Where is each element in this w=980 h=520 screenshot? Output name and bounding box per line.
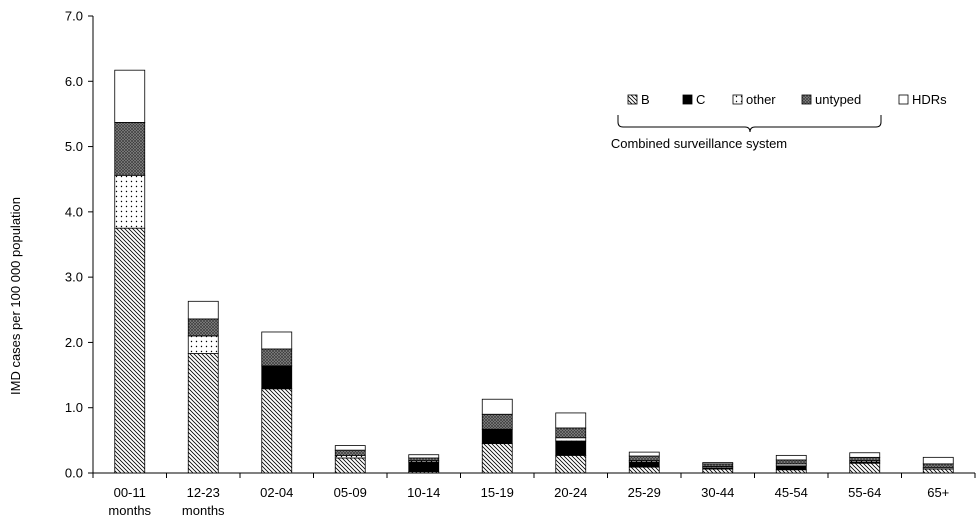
x-tick-label: 00-11 <box>114 485 146 500</box>
legend-label-untyped: untyped <box>815 92 861 107</box>
y-tick-label: 4.0 <box>65 204 83 219</box>
bars-group <box>114 69 954 474</box>
bar-segment-other <box>555 437 587 442</box>
y-tick-label: 0.0 <box>65 466 83 481</box>
x-tick-label: months <box>108 503 151 518</box>
legend-label-hdrs: HDRs <box>912 92 947 107</box>
x-tick-label: 02-04 <box>260 485 293 500</box>
y-tick-label: 2.0 <box>65 335 83 350</box>
x-tick-label: months <box>182 503 225 518</box>
y-axis-label: IMD cases per 100 000 population <box>8 197 23 395</box>
bar-segment-b <box>628 466 660 474</box>
bar-segment-untyped <box>481 413 513 430</box>
bar-segment-untyped <box>922 463 954 469</box>
legend-label-b: B <box>641 92 650 107</box>
x-tick-label: 65+ <box>927 485 949 500</box>
bar-segment-untyped <box>775 459 807 465</box>
bar-segment-hdrs <box>408 454 440 459</box>
bar-segment-other <box>187 335 219 354</box>
x-tick-label: 55-64 <box>848 485 881 500</box>
bar-segment-b <box>922 468 954 474</box>
bar-segment-untyped <box>334 449 366 456</box>
bar-segment-hdrs <box>187 300 219 320</box>
legend-swatch-c <box>682 94 693 105</box>
bar-segment-hdrs <box>922 456 954 465</box>
y-axis-ticks: 0.0 1.0 2.0 3.0 4.0 5.0 6.0 7.0 <box>65 9 93 481</box>
bar-segment-untyped <box>628 455 660 461</box>
x-tick-label: 15-19 <box>481 485 514 500</box>
x-tick-label: 30-44 <box>701 485 734 500</box>
bar-segment-b <box>334 457 366 474</box>
y-tick-label: 5.0 <box>65 139 83 154</box>
bar-segment-untyped <box>261 348 293 367</box>
bar-segment-hdrs <box>114 69 146 123</box>
bar-segment-hdrs <box>628 451 660 457</box>
bar-segment-hdrs <box>334 445 366 451</box>
legend-swatch-hdrs <box>898 94 909 105</box>
bar-segment-b <box>261 388 293 474</box>
bar-segment-hdrs <box>261 331 293 350</box>
x-tick-label: 20-24 <box>554 485 587 500</box>
bar-segment-c <box>408 461 440 473</box>
bar-segment-untyped <box>555 427 587 439</box>
legend-label-other: other <box>746 92 776 107</box>
legend-swatch-untyped <box>801 94 812 105</box>
x-tick-label: 25-29 <box>628 485 661 500</box>
y-tick-label: 6.0 <box>65 74 83 89</box>
x-tick-label: 45-54 <box>775 485 808 500</box>
bar-segment-c <box>481 428 513 445</box>
bar-segment-hdrs <box>849 452 881 458</box>
y-tick-label: 3.0 <box>65 270 83 285</box>
bar-segment-c <box>555 440 587 456</box>
bar-segment-c <box>775 465 807 471</box>
x-tick-label: 10-14 <box>407 485 440 500</box>
bar-segment-b <box>555 454 587 474</box>
bar-segment-b <box>481 443 513 474</box>
bar-segment-untyped <box>849 456 881 461</box>
bar-segment-hdrs <box>775 454 807 461</box>
x-tick-label: 12-23 <box>187 485 220 500</box>
bar-segment-hdrs <box>555 412 587 429</box>
bar-segment-c <box>261 365 293 390</box>
bar-segment-other <box>114 174 146 229</box>
y-tick-label: 1.0 <box>65 400 83 415</box>
legend-swatch-other <box>732 94 743 105</box>
bar-segment-b <box>849 462 881 474</box>
bar-segment-hdrs <box>481 398 513 415</box>
x-tick-label: 05-09 <box>334 485 367 500</box>
legend-label-c: C <box>696 92 705 107</box>
legend-caption: Combined surveillance system <box>611 136 787 151</box>
bar-segment-c <box>628 461 660 468</box>
x-axis-labels: 00-11 months 12-23 months 02-04 05-09 10-14 15-… <box>92 473 976 518</box>
bar-segment-b <box>187 353 219 474</box>
y-tick-label: 7.0 <box>65 9 83 24</box>
bar-segment-untyped <box>187 318 219 337</box>
legend-brace <box>617 115 882 133</box>
bar-segment-b <box>775 469 807 474</box>
bar-segment-b <box>702 468 734 474</box>
bar-segment-b <box>114 227 146 474</box>
bar-segment-hdrs <box>702 462 734 465</box>
bar-segment-untyped <box>114 122 146 176</box>
legend-swatch-b <box>627 94 638 105</box>
